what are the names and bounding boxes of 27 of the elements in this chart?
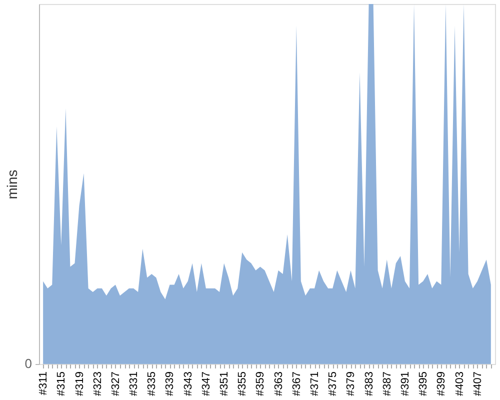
x-tick-label: #363 <box>272 372 285 396</box>
x-tick-label: #407 <box>472 372 484 396</box>
x-tick-label: #359 <box>254 372 267 396</box>
text: 0 <box>24 356 32 371</box>
y-axis-title: mins <box>4 170 20 200</box>
x-tick-label: #315 <box>56 372 68 396</box>
x-tick-label: #383 <box>363 372 376 396</box>
x-tick-label: #335 <box>146 372 158 396</box>
x-tick-label: #395 <box>418 372 430 396</box>
x-tick-label: #391 <box>399 372 412 396</box>
x-tick-label: #323 <box>92 372 104 396</box>
x-tick-label: #331 <box>128 372 140 396</box>
x-tick-label: #371 <box>309 372 321 396</box>
x-tick-label: #367 <box>290 372 303 396</box>
x-tick-label: #387 <box>381 372 394 396</box>
x-tick-label: #379 <box>345 372 358 396</box>
x-tick-label: #355 <box>236 372 249 396</box>
x-tick-label: #327 <box>110 372 122 396</box>
x-tick-label: #351 <box>218 372 231 396</box>
x-tick-label: #347 <box>200 372 212 396</box>
x-tick-label: #311 <box>38 372 50 396</box>
x-tick-label: #403 <box>454 372 466 396</box>
x-tick-label: #343 <box>182 372 194 396</box>
x-tick-label: #319 <box>74 372 86 396</box>
x-tick-label: #339 <box>164 372 176 396</box>
x-tick-label: #375 <box>327 372 340 396</box>
x-tick-label: #399 <box>436 372 448 396</box>
